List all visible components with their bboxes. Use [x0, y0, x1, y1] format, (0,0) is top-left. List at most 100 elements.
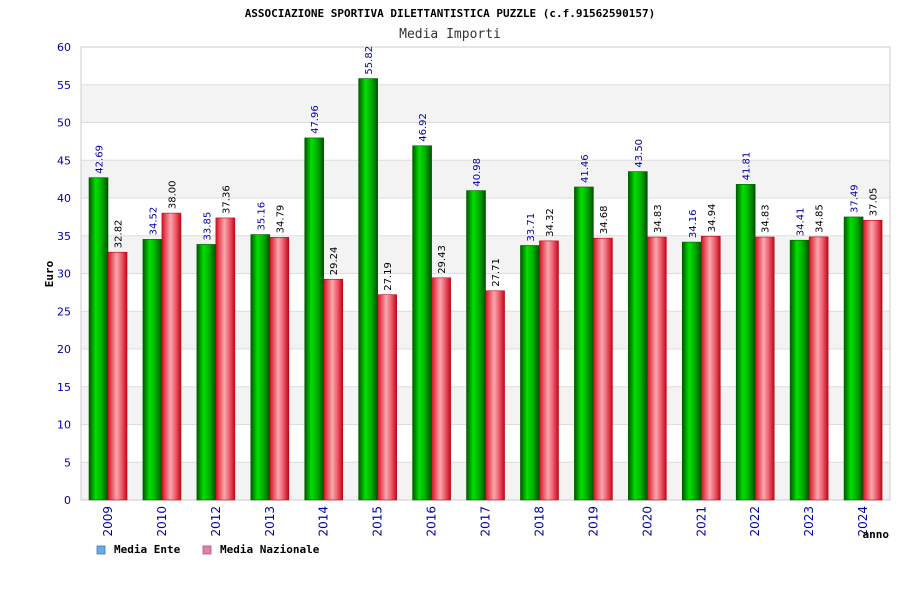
value-label-media-ente: 40.98 — [472, 158, 483, 187]
x-tick-label: 2012 — [209, 506, 223, 537]
x-tick-label: 2021 — [694, 506, 708, 537]
bar-media-ente — [574, 186, 594, 501]
y-tick-label: 30 — [57, 268, 71, 281]
bar-media-ente — [196, 244, 217, 501]
bar-media-nazionale — [431, 277, 451, 501]
y-tick-label: 45 — [57, 154, 71, 167]
y-tick-label: 5 — [64, 456, 71, 469]
bar-media-ente — [520, 245, 540, 501]
bar-media-ente — [628, 171, 648, 501]
grid-band — [81, 84, 890, 123]
bar-media-ente — [843, 216, 864, 501]
bar-media-ente — [358, 78, 378, 501]
chart-subtitle: Media Importi — [399, 27, 501, 42]
value-label-media-nazionale: 34.68 — [599, 206, 610, 235]
value-label-media-ente: 35.16 — [256, 202, 267, 231]
bar-media-nazionale — [647, 236, 667, 501]
value-label-media-ente: 55.82 — [364, 46, 375, 75]
value-label-media-ente: 34.41 — [796, 208, 807, 237]
value-label-media-ente: 43.50 — [634, 139, 645, 168]
x-tick-label: 2015 — [371, 506, 385, 537]
value-label-media-nazionale: 29.43 — [437, 245, 448, 274]
bar-media-ente — [789, 239, 810, 501]
bar-media-ente — [735, 184, 756, 501]
y-tick-label: 40 — [57, 192, 71, 205]
y-tick-label: 35 — [57, 230, 71, 243]
x-tick-label: 2013 — [263, 506, 277, 537]
value-label-media-ente: 46.92 — [418, 113, 429, 142]
x-tick-label: 2017 — [479, 506, 493, 537]
bars — [88, 78, 883, 501]
legend-label-nazionale: Media Nazionale — [220, 543, 320, 556]
x-tick-label: 2014 — [317, 506, 331, 537]
x-tick-label: 2019 — [586, 506, 600, 537]
x-tick-label: 2020 — [640, 506, 654, 537]
chart-title: ASSOCIAZIONE SPORTIVA DILETTANTISTICA PU… — [245, 7, 656, 20]
x-axis-label: anno — [863, 528, 890, 541]
value-label-media-ente: 34.16 — [688, 209, 699, 238]
bar-media-nazionale — [215, 217, 236, 501]
y-tick-label: 60 — [57, 41, 71, 54]
value-label-media-nazionale: 37.36 — [221, 185, 232, 214]
bar-media-ente — [142, 239, 163, 501]
y-tick-label: 25 — [57, 305, 71, 318]
value-label-media-nazionale: 27.71 — [491, 258, 502, 287]
bar-media-nazionale — [808, 236, 829, 501]
bar-media-nazionale — [161, 212, 182, 501]
value-label-media-nazionale: 34.83 — [653, 204, 664, 233]
y-tick-label: 20 — [57, 343, 71, 356]
value-label-media-nazionale: 34.32 — [545, 208, 556, 237]
value-labels: 42.69 32.82 34.52 38.00 33.85 37.36 35.16 34.79… — [95, 46, 880, 291]
bar-media-nazionale — [485, 290, 505, 501]
x-tick-label: 2023 — [802, 506, 816, 537]
value-label-media-ente: 42.69 — [95, 145, 106, 174]
value-label-media-nazionale: 32.82 — [114, 220, 125, 249]
x-tick-label: 2009 — [101, 506, 115, 537]
legend-swatch-nazionale — [202, 545, 212, 555]
x-tick-label: 2010 — [155, 506, 169, 537]
y-tick-label: 55 — [57, 79, 71, 92]
value-label-media-ente: 33.85 — [202, 212, 213, 241]
bar-media-nazionale — [107, 251, 128, 501]
x-tick-label: 2024 — [856, 506, 870, 537]
legend-swatch-ente — [96, 545, 106, 555]
value-label-media-ente: 33.71 — [526, 213, 537, 242]
bar-media-ente — [466, 190, 486, 501]
bar-media-nazionale — [862, 219, 883, 501]
y-axis-label: Euro — [43, 260, 56, 287]
value-label-media-nazionale: 34.79 — [275, 205, 286, 234]
value-label-media-nazionale: 27.19 — [383, 262, 394, 291]
value-label-media-nazionale: 29.24 — [329, 247, 340, 276]
value-label-media-nazionale: 34.94 — [707, 204, 718, 233]
value-label-media-nazionale: 34.83 — [761, 204, 772, 233]
value-label-media-ente: 37.49 — [850, 184, 861, 213]
legend-label-ente: Media Ente — [114, 543, 181, 556]
bar-media-nazionale — [593, 237, 613, 501]
x-tick-label: 2022 — [748, 506, 762, 537]
bar-media-ente — [304, 137, 325, 501]
value-label-media-nazionale: 38.00 — [167, 180, 178, 209]
category-labels: 2009 2010 2012 2013 2014 2015 2016 2017 2018 2019… — [101, 506, 870, 537]
bar-media-nazionale — [323, 278, 344, 501]
bar-media-ente — [412, 145, 432, 501]
value-label-media-nazionale: 37.05 — [869, 188, 880, 217]
value-label-media-ente: 47.96 — [310, 105, 321, 134]
value-label-media-nazionale: 34.85 — [815, 204, 826, 233]
x-tick-label: 2018 — [532, 506, 546, 537]
bar-media-nazionale — [754, 236, 775, 501]
y-tick-label: 15 — [57, 381, 71, 394]
x-tick-label: 2016 — [425, 506, 439, 537]
bar-media-nazionale — [700, 235, 721, 501]
bar-media-nazionale — [377, 294, 397, 501]
bar-media-nazionale — [269, 237, 290, 501]
value-label-media-ente: 41.46 — [580, 154, 591, 183]
y-tick-label: 0 — [64, 494, 71, 507]
bar-media-ente — [88, 177, 109, 501]
y-tick-label: 50 — [57, 117, 71, 130]
bar-media-ente — [681, 241, 702, 501]
y-axis-ticks: 0 5 10 15 20 25 30 35 40 45 50 55 60 — [57, 41, 71, 507]
bar-media-ente — [250, 234, 271, 501]
bar-media-nazionale — [539, 240, 559, 501]
value-label-media-ente: 41.81 — [742, 152, 753, 181]
